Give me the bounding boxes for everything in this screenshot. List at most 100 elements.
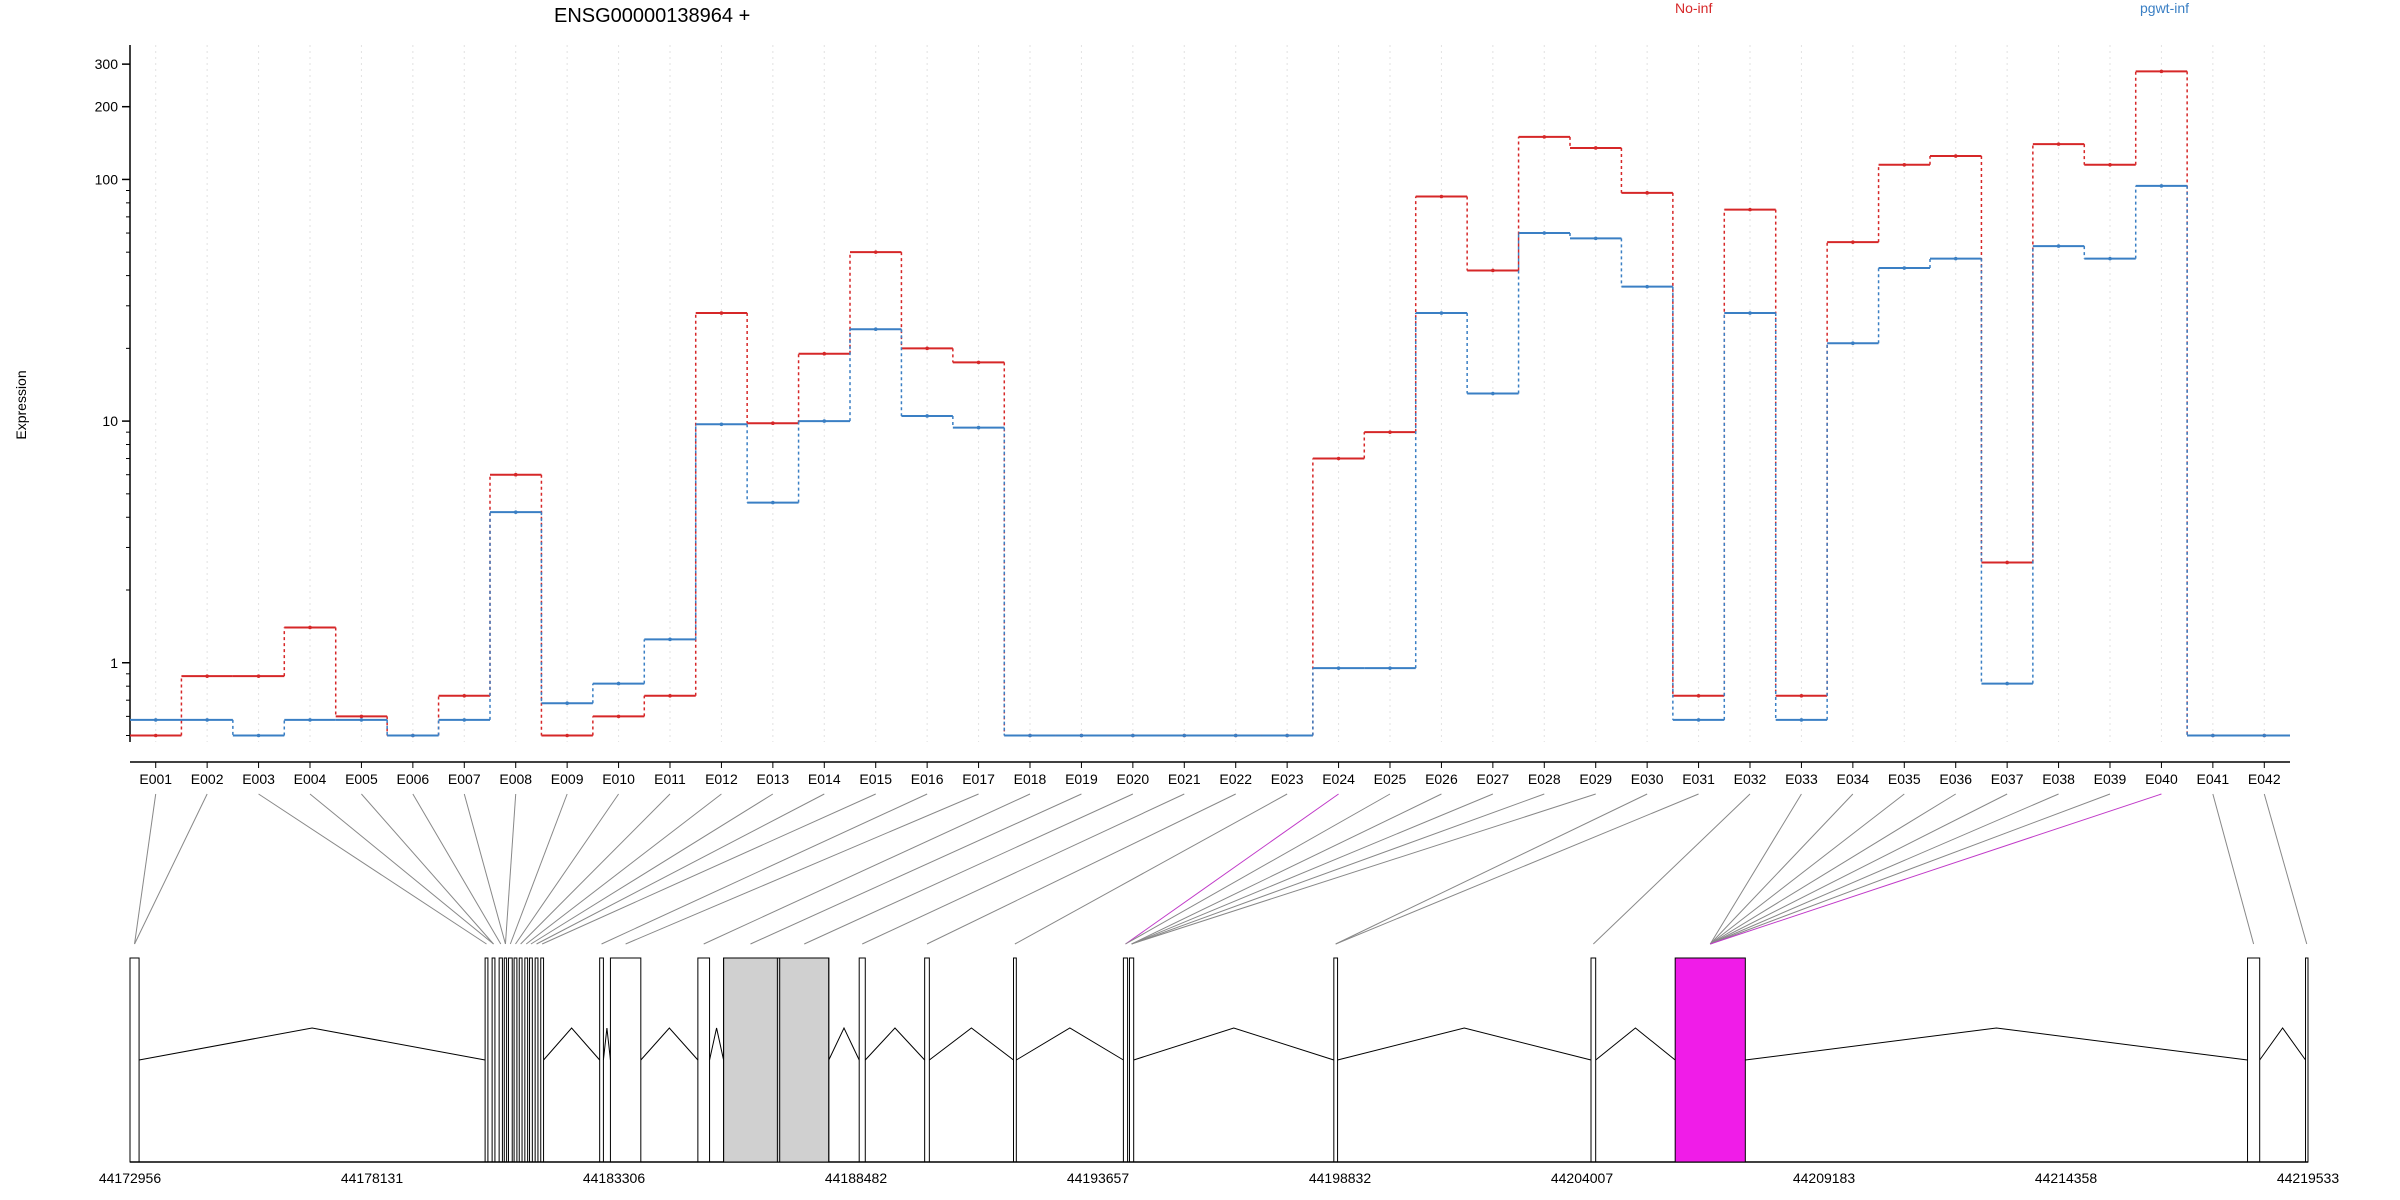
exon-box bbox=[129, 957, 140, 1163]
series-no-inf bbox=[130, 69, 2290, 738]
data-point bbox=[1491, 268, 1495, 273]
exon-connector-E023 bbox=[1014, 793, 1288, 945]
exon-label-E025: E025 bbox=[1374, 771, 1407, 787]
data-point bbox=[616, 714, 621, 719]
exon-label-E028: E028 bbox=[1528, 771, 1561, 787]
exon-label-E010: E010 bbox=[602, 771, 635, 787]
exon-connector-E031 bbox=[1335, 793, 1699, 945]
data-point bbox=[873, 250, 878, 254]
data-point bbox=[1182, 733, 1187, 738]
data-point bbox=[462, 693, 467, 698]
series-lines bbox=[130, 69, 2290, 738]
exon-label-E040: E040 bbox=[2145, 771, 2178, 787]
exon-connector-E021 bbox=[862, 793, 1185, 945]
genomic-coordinate-label: 44214358 bbox=[2035, 1170, 2098, 1186]
exon-label-E004: E004 bbox=[294, 771, 327, 787]
exon-label-E027: E027 bbox=[1477, 771, 1510, 787]
data-point bbox=[513, 472, 518, 477]
data-point bbox=[565, 733, 569, 738]
exon-connector-E034 bbox=[1709, 793, 1854, 945]
data-point bbox=[1902, 266, 1907, 270]
exon-connector-E013 bbox=[530, 793, 774, 945]
data-point bbox=[2108, 162, 2112, 167]
intron-line bbox=[1595, 1027, 1676, 1061]
exon-box bbox=[540, 957, 545, 1163]
data-point bbox=[822, 351, 827, 356]
exon-connector-E002 bbox=[134, 793, 208, 945]
exon-label-E017: E017 bbox=[962, 771, 995, 787]
genomic-coordinate-label: 44188482 bbox=[825, 1170, 888, 1186]
data-point bbox=[822, 419, 827, 423]
data-point bbox=[1593, 236, 1598, 241]
exon-label-E031: E031 bbox=[1682, 771, 1715, 787]
exon-label-E007: E007 bbox=[448, 771, 481, 787]
series-pgwt-inf bbox=[130, 184, 2290, 738]
exon-box bbox=[498, 957, 503, 1163]
exon-label-E039: E039 bbox=[2094, 771, 2127, 787]
exon-label-E020: E020 bbox=[1117, 771, 1150, 787]
exon-connector-E017 bbox=[625, 793, 979, 945]
exon-label-E015: E015 bbox=[859, 771, 892, 787]
intron-line bbox=[828, 1026, 860, 1061]
exon-connector-E024 bbox=[1125, 793, 1339, 945]
exon-box bbox=[507, 957, 513, 1163]
data-point bbox=[1491, 391, 1495, 396]
intron-line bbox=[709, 1027, 725, 1061]
y-tick-label: 200 bbox=[95, 99, 119, 115]
exon-label-E001: E001 bbox=[139, 771, 172, 787]
exon-label-E036: E036 bbox=[1939, 771, 1972, 787]
exon-label-E032: E032 bbox=[1734, 771, 1767, 787]
data-point bbox=[2056, 142, 2061, 146]
exon-label-E006: E006 bbox=[397, 771, 430, 787]
exon-connector-E040 bbox=[1710, 793, 2162, 945]
exon-box bbox=[2247, 957, 2261, 1163]
data-point bbox=[1799, 693, 1804, 698]
genomic-coordinate-label: 44198832 bbox=[1309, 1170, 1372, 1186]
intron-line bbox=[864, 1027, 926, 1061]
exon-label-E041: E041 bbox=[2197, 771, 2230, 787]
legend-pgwt-inf: pgwt-inf bbox=[2140, 0, 2189, 16]
gene-model: 44172956 44178131 44183306 44188482 44193657… bbox=[99, 957, 2339, 1186]
data-point bbox=[976, 425, 981, 430]
exon-label-E038: E038 bbox=[2042, 771, 2075, 787]
data-point bbox=[1388, 666, 1392, 670]
exon-box bbox=[2305, 957, 2309, 1163]
highlighted-exon-box bbox=[1674, 957, 1746, 1163]
intron-line bbox=[2259, 1027, 2306, 1061]
exon-label-E035: E035 bbox=[1888, 771, 1921, 787]
data-point bbox=[308, 718, 312, 722]
genomic-coordinate-label: 44183306 bbox=[583, 1170, 646, 1186]
exon-label-E022: E022 bbox=[1219, 771, 1252, 787]
exon-connector-E033 bbox=[1709, 793, 1802, 945]
data-point bbox=[565, 701, 569, 706]
data-point bbox=[719, 311, 724, 315]
data-point bbox=[1439, 194, 1444, 199]
data-point bbox=[359, 718, 364, 722]
data-point bbox=[462, 718, 467, 722]
exon-connector-E012 bbox=[525, 793, 722, 945]
genomic-coordinate-label: 44209183 bbox=[1793, 1170, 1856, 1186]
exon-box bbox=[697, 957, 711, 1163]
exon-box bbox=[503, 957, 508, 1163]
legend-no-inf: No-inf bbox=[1675, 0, 1712, 16]
exon-box bbox=[1590, 957, 1597, 1163]
data-point bbox=[411, 733, 415, 738]
exon-box bbox=[513, 957, 518, 1163]
intron-line bbox=[1337, 1027, 1592, 1061]
exon-box bbox=[1013, 957, 1017, 1163]
data-point bbox=[1593, 146, 1598, 150]
data-point bbox=[1953, 154, 1958, 158]
exon-label-E024: E024 bbox=[1322, 771, 1355, 787]
exon-connector-E007 bbox=[463, 793, 506, 945]
data-point bbox=[1799, 718, 1804, 722]
exon-connector-E004 bbox=[309, 793, 494, 945]
data-point bbox=[1439, 311, 1444, 315]
exon-connector-E016 bbox=[601, 793, 928, 945]
data-point bbox=[1079, 733, 1084, 738]
exon-label-E009: E009 bbox=[551, 771, 584, 787]
exon-connector-E011 bbox=[520, 793, 671, 945]
exon-connector-E039 bbox=[1710, 793, 2111, 945]
y-tick-label: 1 bbox=[110, 655, 118, 671]
data-point bbox=[771, 421, 775, 426]
exon-connector-E001 bbox=[134, 793, 157, 945]
